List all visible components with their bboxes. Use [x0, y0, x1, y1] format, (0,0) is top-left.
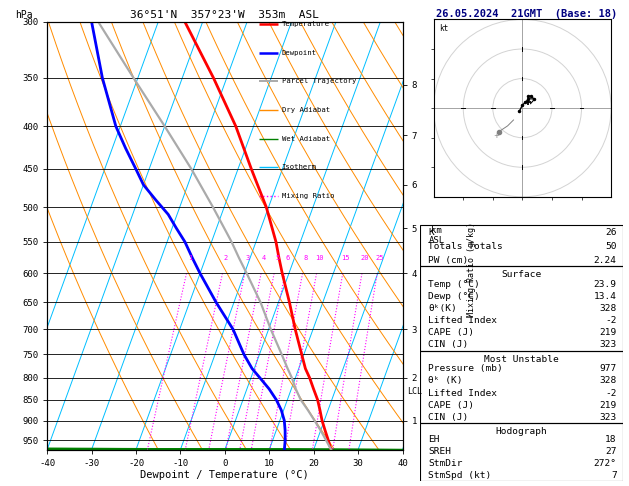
Text: CAPE (J): CAPE (J): [428, 400, 474, 410]
Text: 1: 1: [188, 255, 192, 261]
Text: CIN (J): CIN (J): [428, 413, 469, 422]
Text: kt: kt: [440, 24, 449, 33]
Text: CIN (J): CIN (J): [428, 341, 469, 349]
Text: 328: 328: [599, 377, 616, 385]
Text: 7: 7: [611, 471, 616, 480]
Text: 3: 3: [246, 255, 250, 261]
Text: 328: 328: [599, 304, 616, 313]
Text: 219: 219: [599, 400, 616, 410]
Text: Hodograph: Hodograph: [496, 427, 547, 436]
Text: -2: -2: [605, 388, 616, 398]
Bar: [420, 351, 623, 423]
Text: LCL: LCL: [407, 387, 421, 396]
Text: 13.4: 13.4: [594, 292, 616, 301]
Text: K: K: [428, 228, 434, 237]
Text: 25: 25: [376, 255, 384, 261]
Text: 2.24: 2.24: [594, 256, 616, 264]
Y-axis label: km
ASL: km ASL: [428, 226, 445, 245]
Text: PW (cm): PW (cm): [428, 256, 469, 264]
Text: Most Unstable: Most Unstable: [484, 355, 559, 364]
Text: 27: 27: [605, 447, 616, 456]
Title: 36°51'N  357°23'W  353m  ASL: 36°51'N 357°23'W 353m ASL: [130, 10, 320, 20]
Text: Isotherm: Isotherm: [282, 164, 317, 170]
Text: SREH: SREH: [428, 447, 451, 456]
Text: 20: 20: [360, 255, 369, 261]
Text: 4: 4: [262, 255, 266, 261]
Text: 8: 8: [303, 255, 308, 261]
Text: Temp (°C): Temp (°C): [428, 279, 480, 289]
Text: Mixing Ratio (g/kg): Mixing Ratio (g/kg): [467, 223, 476, 317]
Text: Parcel Trajectory: Parcel Trajectory: [282, 78, 356, 84]
Text: 219: 219: [599, 328, 616, 337]
Bar: [420, 225, 623, 266]
Text: Wet Adiabat: Wet Adiabat: [282, 136, 330, 141]
Text: Mixing Ratio: Mixing Ratio: [282, 193, 334, 199]
Text: CAPE (J): CAPE (J): [428, 328, 474, 337]
Text: Surface: Surface: [501, 270, 542, 279]
Text: 26.05.2024  21GMT  (Base: 18): 26.05.2024 21GMT (Base: 18): [437, 9, 618, 19]
Text: Temperature: Temperature: [282, 21, 330, 27]
Text: 10: 10: [315, 255, 324, 261]
Bar: [420, 423, 623, 481]
Bar: [420, 266, 623, 351]
Text: 6: 6: [286, 255, 290, 261]
Text: 323: 323: [599, 413, 616, 422]
Text: 18: 18: [605, 435, 616, 444]
Text: 272°: 272°: [594, 459, 616, 468]
Text: EH: EH: [428, 435, 440, 444]
Text: Lifted Index: Lifted Index: [428, 316, 498, 325]
Text: Dewpoint: Dewpoint: [282, 50, 317, 56]
Text: 5: 5: [275, 255, 279, 261]
Text: Lifted Index: Lifted Index: [428, 388, 498, 398]
Text: θᵏ(K): θᵏ(K): [428, 304, 457, 313]
Text: Dewp (°C): Dewp (°C): [428, 292, 480, 301]
Text: 26: 26: [605, 228, 616, 237]
Text: StmDir: StmDir: [428, 459, 463, 468]
Text: +: +: [493, 133, 499, 139]
Text: Pressure (mb): Pressure (mb): [428, 364, 503, 373]
Text: θᵏ (K): θᵏ (K): [428, 377, 463, 385]
Text: 23.9: 23.9: [594, 279, 616, 289]
Text: -2: -2: [605, 316, 616, 325]
Text: Dry Adiabat: Dry Adiabat: [282, 107, 330, 113]
Text: 50: 50: [605, 242, 616, 251]
Text: 323: 323: [599, 341, 616, 349]
Text: 2: 2: [224, 255, 228, 261]
Text: hPa: hPa: [15, 10, 33, 20]
X-axis label: Dewpoint / Temperature (°C): Dewpoint / Temperature (°C): [140, 470, 309, 480]
Text: Totals Totals: Totals Totals: [428, 242, 503, 251]
Text: 977: 977: [599, 364, 616, 373]
Text: 15: 15: [342, 255, 350, 261]
Text: StmSpd (kt): StmSpd (kt): [428, 471, 491, 480]
